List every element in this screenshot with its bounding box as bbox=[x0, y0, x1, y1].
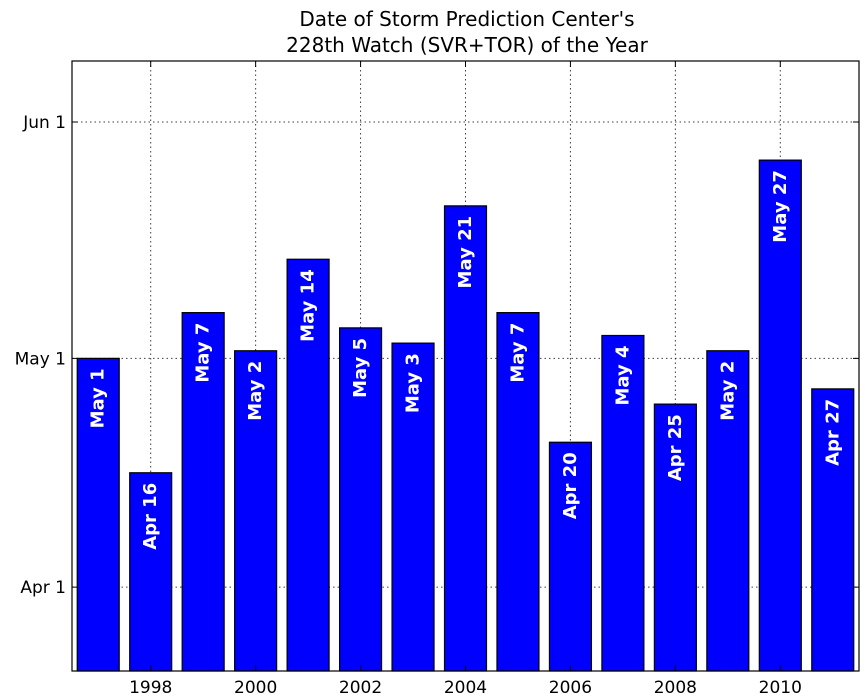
x-tick-label: 2002 bbox=[339, 678, 382, 698]
chart-title-line-2: 228th Watch (SVR+TOR) of the Year bbox=[286, 33, 648, 57]
x-tick-label: 2008 bbox=[654, 678, 697, 698]
bar bbox=[706, 350, 750, 672]
x-tick-label: 2010 bbox=[759, 678, 802, 698]
bar-value-label: May 1 bbox=[88, 368, 109, 428]
bar-value-label: May 5 bbox=[350, 338, 371, 398]
bar bbox=[443, 205, 488, 672]
chart-title-line-1: Date of Storm Prediction Center's bbox=[299, 7, 634, 31]
bar bbox=[601, 334, 645, 672]
bar bbox=[338, 327, 383, 672]
bar bbox=[653, 403, 697, 672]
bar-value-label: May 2 bbox=[717, 361, 738, 421]
bar bbox=[548, 441, 593, 672]
x-tick-label: 2004 bbox=[444, 678, 487, 698]
bar-value-label: May 3 bbox=[403, 353, 424, 413]
bar-value-label: May 2 bbox=[245, 361, 266, 421]
bar-value-label: Apr 20 bbox=[560, 452, 581, 519]
bar bbox=[286, 258, 330, 672]
bars bbox=[76, 159, 855, 672]
bar bbox=[391, 342, 435, 672]
ticks: Apr 1 May 1 Jun 1 1998 2000 2002 2004 2006 2008 2… bbox=[15, 61, 859, 698]
y-tick-label: May 1 bbox=[15, 349, 66, 369]
x-tick-label: 2006 bbox=[549, 678, 592, 698]
bar-value-label: Apr 25 bbox=[665, 414, 686, 481]
bar-labels: May 1 Apr 16 May 7 May 2 May 14 May 5 May 3 May… bbox=[88, 170, 844, 550]
bar-value-label: May 14 bbox=[298, 269, 319, 342]
bar-value-label: May 7 bbox=[507, 323, 528, 383]
x-tick-label: 2000 bbox=[234, 678, 277, 698]
bar-value-label: May 27 bbox=[770, 170, 791, 243]
bar bbox=[234, 350, 278, 672]
x-tick-label: 1998 bbox=[129, 678, 172, 698]
bar bbox=[811, 388, 855, 672]
bar bbox=[758, 159, 802, 672]
y-tick-label: Jun 1 bbox=[22, 113, 66, 133]
bar bbox=[496, 312, 540, 672]
bar-value-label: May 7 bbox=[193, 323, 214, 383]
bar-value-label: Apr 27 bbox=[822, 399, 843, 466]
bar-value-label: Apr 16 bbox=[140, 483, 161, 550]
y-tick-label: Apr 1 bbox=[20, 578, 66, 598]
plot-area-frame bbox=[71, 60, 860, 672]
bar-value-label: May 21 bbox=[455, 216, 476, 289]
bar-value-label: May 4 bbox=[612, 346, 633, 406]
bar bbox=[129, 472, 173, 672]
